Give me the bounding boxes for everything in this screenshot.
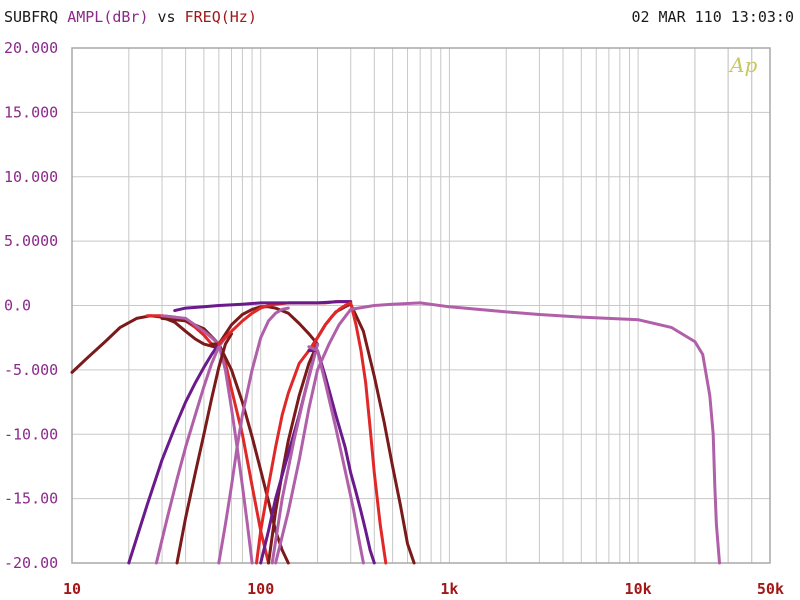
- series-line-10: [173, 300, 353, 313]
- y-tick-label: -15.00: [4, 490, 58, 508]
- series-line-15: [270, 342, 319, 565]
- y-tick-label: -20.00: [4, 554, 58, 572]
- x-tick-label: 50k: [757, 580, 784, 598]
- y-tick-label: 10.000: [4, 168, 58, 186]
- series-line-17: [307, 301, 388, 565]
- ap-logo: Ap: [728, 53, 757, 77]
- x-tick-label: 10k: [625, 580, 652, 598]
- series-line-19: [307, 345, 365, 565]
- x-tick-label: 1k: [440, 580, 458, 598]
- x-tick-label: 100: [247, 580, 274, 598]
- plot-frame: [71, 47, 771, 564]
- header-prefix: SUBFRQ: [4, 8, 59, 26]
- y-tick-label: -10.00: [4, 425, 58, 443]
- series-line-4: [160, 314, 254, 565]
- header-y-quantity: AMPL(dBr): [67, 8, 149, 26]
- y-tick-label: -5.000: [4, 361, 58, 379]
- y-tick-label: 5.0000: [4, 232, 58, 250]
- series-line-5: [127, 340, 223, 565]
- header-x-quantity: FREQ(Hz): [184, 8, 257, 26]
- header-datetime: 02 MAR 110 13:03:0: [631, 8, 794, 26]
- series-line-13: [267, 342, 319, 565]
- series-line-11: [217, 306, 290, 565]
- y-tick-label: 15.000: [4, 103, 58, 121]
- series-line-20: [274, 301, 721, 565]
- series-line-6: [154, 336, 227, 565]
- chart-header-title: SUBFRQ AMPL(dBr) vs FREQ(Hz): [4, 8, 257, 26]
- axis-layer: 20.000 15.000 10.000 5.0000 0.0 -5.000 -10.00 -…: [4, 39, 784, 598]
- header-vs: vs: [157, 8, 176, 26]
- series-line-7: [175, 332, 233, 565]
- y-tick-label: 20.000: [4, 39, 58, 57]
- x-tick-label: 10: [63, 580, 81, 598]
- series-line-12: [255, 342, 319, 565]
- series-layer: [70, 300, 721, 565]
- y-tick-label: 0.0: [4, 297, 31, 315]
